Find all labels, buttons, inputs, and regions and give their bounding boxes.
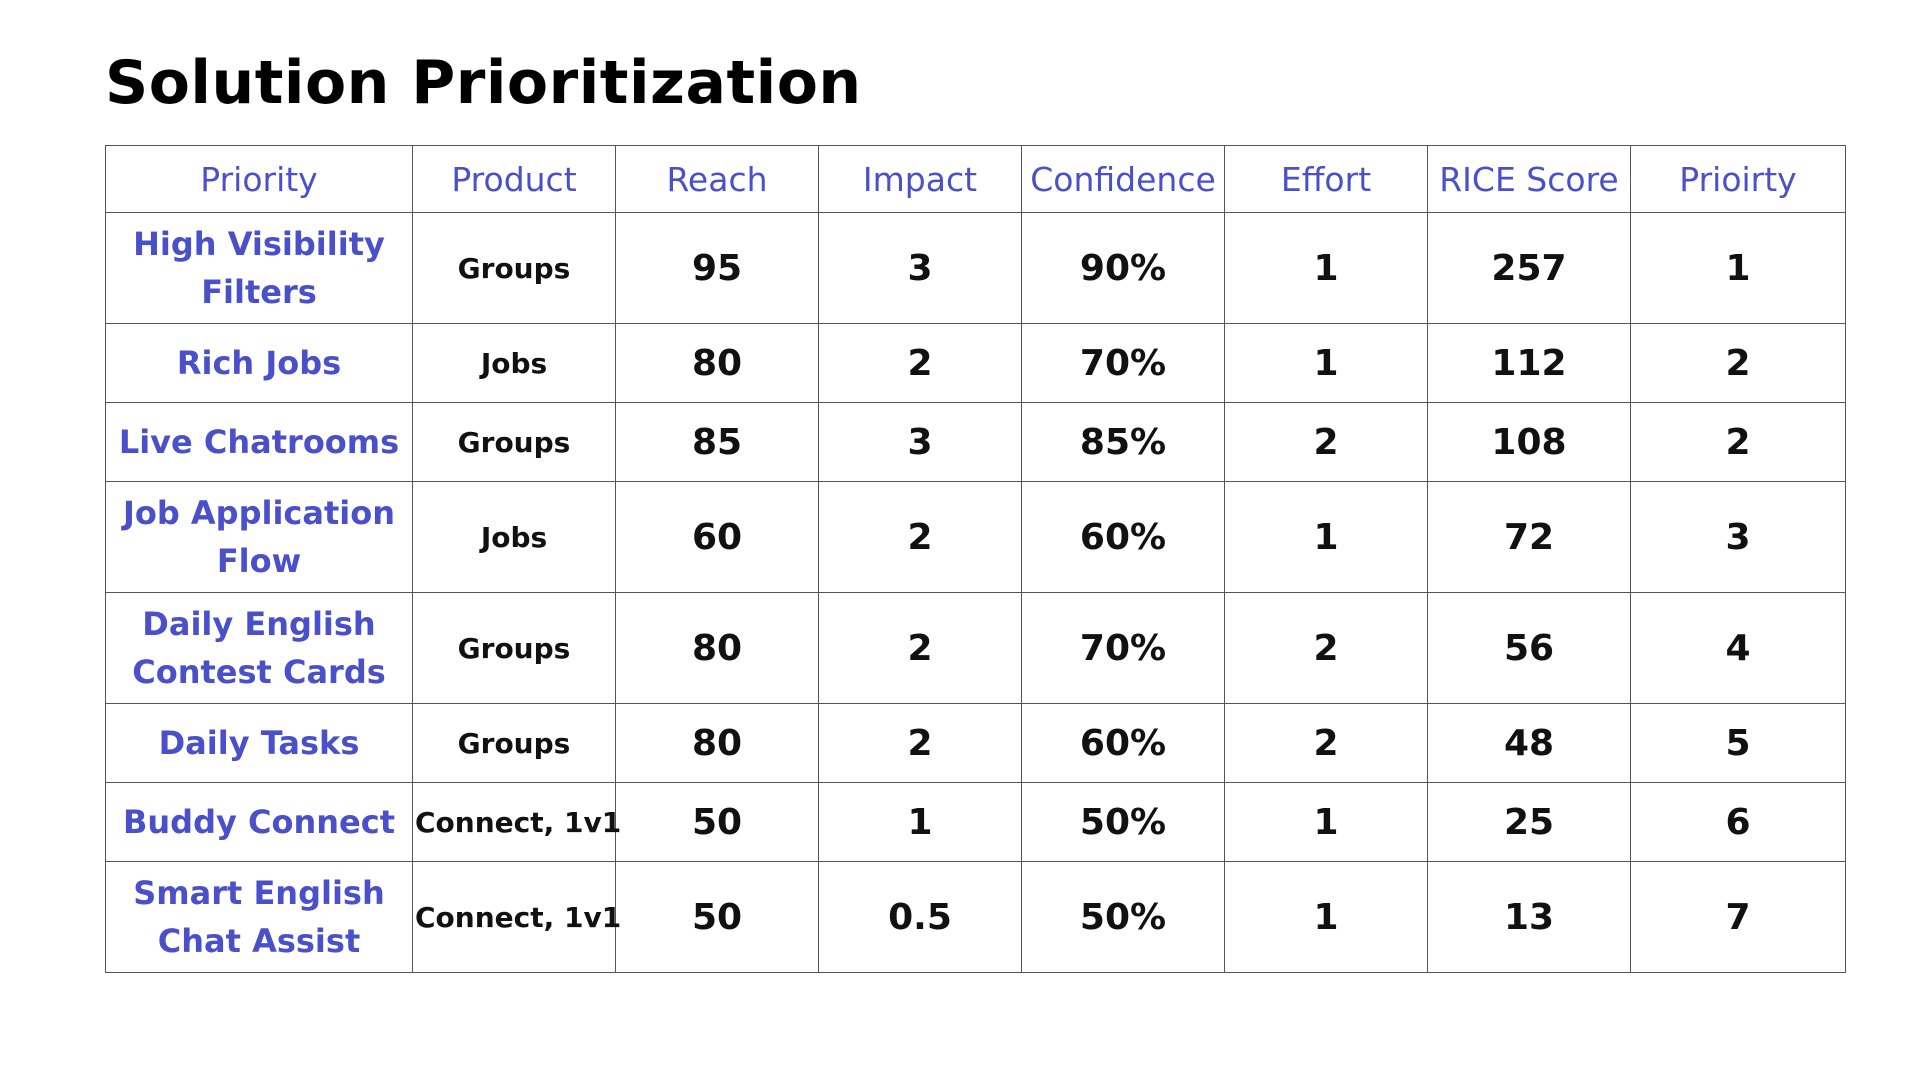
- rice-score-cell: 112: [1427, 323, 1631, 403]
- reach-cell: 80: [615, 323, 819, 403]
- priority-rank-cell: 6: [1630, 782, 1846, 862]
- column-header-reach: Reach: [615, 145, 819, 213]
- rice-score-cell: 257: [1427, 212, 1631, 324]
- effort-cell: 2: [1224, 592, 1428, 704]
- column-header-prioirty: Prioirty: [1630, 145, 1846, 213]
- page-title: Solution Prioritization: [105, 48, 862, 118]
- product-cell: Groups: [412, 402, 616, 482]
- effort-cell: 1: [1224, 481, 1428, 593]
- rice-score-cell: 72: [1427, 481, 1631, 593]
- effort-cell: 1: [1224, 861, 1428, 973]
- impact-cell: 2: [818, 323, 1022, 403]
- priority-rank-cell: 5: [1630, 703, 1846, 783]
- solution-name-cell: High Visibility Filters: [105, 212, 413, 324]
- reach-cell: 80: [615, 703, 819, 783]
- rice-score-cell: 48: [1427, 703, 1631, 783]
- impact-cell: 2: [818, 481, 1022, 593]
- effort-cell: 2: [1224, 402, 1428, 482]
- product-cell: Groups: [412, 212, 616, 324]
- effort-cell: 1: [1224, 782, 1428, 862]
- solution-name-cell: Job Application Flow: [105, 481, 413, 593]
- priority-rank-cell: 4: [1630, 592, 1846, 704]
- rice-score-cell: 13: [1427, 861, 1631, 973]
- solution-name-cell: Smart English Chat Assist: [105, 861, 413, 973]
- priority-rank-cell: 1: [1630, 212, 1846, 324]
- solution-name-cell: Rich Jobs: [105, 323, 413, 403]
- product-cell: Jobs: [412, 481, 616, 593]
- impact-cell: 2: [818, 592, 1022, 704]
- table-header-row: Priority Product Reach Impact Confidence…: [105, 145, 1846, 213]
- effort-cell: 2: [1224, 703, 1428, 783]
- table-row: Rich Jobs Jobs 80 2 70% 1 112 2: [105, 323, 1846, 403]
- table-row: Daily English Contest Cards Groups 80 2 …: [105, 592, 1846, 704]
- table-row: High Visibility Filters Groups 95 3 90% …: [105, 212, 1846, 324]
- confidence-cell: 70%: [1021, 592, 1225, 704]
- reach-cell: 85: [615, 402, 819, 482]
- table-row: Job Application Flow Jobs 60 2 60% 1 72 …: [105, 481, 1846, 593]
- table-row: Buddy Connect Connect, 1v1 50 1 50% 1 25…: [105, 782, 1846, 862]
- impact-cell: 3: [818, 212, 1022, 324]
- prioritization-table: Priority Product Reach Impact Confidence…: [105, 145, 1846, 973]
- table-row: Daily Tasks Groups 80 2 60% 2 48 5: [105, 703, 1846, 783]
- priority-rank-cell: 7: [1630, 861, 1846, 973]
- column-header-product: Product: [412, 145, 616, 213]
- rice-score-cell: 108: [1427, 402, 1631, 482]
- reach-cell: 50: [615, 861, 819, 973]
- solution-name-cell: Live Chatrooms: [105, 402, 413, 482]
- confidence-cell: 50%: [1021, 782, 1225, 862]
- priority-rank-cell: 3: [1630, 481, 1846, 593]
- solution-name-cell: Daily English Contest Cards: [105, 592, 413, 704]
- reach-cell: 50: [615, 782, 819, 862]
- table-row: Live Chatrooms Groups 85 3 85% 2 108 2: [105, 402, 1846, 482]
- impact-cell: 1: [818, 782, 1022, 862]
- column-header-impact: Impact: [818, 145, 1022, 213]
- table-row: Smart English Chat Assist Connect, 1v1 5…: [105, 861, 1846, 973]
- confidence-cell: 70%: [1021, 323, 1225, 403]
- confidence-cell: 60%: [1021, 703, 1225, 783]
- product-cell: Groups: [412, 703, 616, 783]
- product-cell: Jobs: [412, 323, 616, 403]
- effort-cell: 1: [1224, 212, 1428, 324]
- product-cell: Connect, 1v1: [412, 861, 621, 973]
- reach-cell: 80: [615, 592, 819, 704]
- confidence-cell: 50%: [1021, 861, 1225, 973]
- priority-rank-cell: 2: [1630, 323, 1846, 403]
- reach-cell: 60: [615, 481, 819, 593]
- product-cell: Groups: [412, 592, 616, 704]
- confidence-cell: 60%: [1021, 481, 1225, 593]
- column-header-confidence: Confidence: [1021, 145, 1225, 213]
- effort-cell: 1: [1224, 323, 1428, 403]
- impact-cell: 3: [818, 402, 1022, 482]
- column-header-rice-score: RICE Score: [1427, 145, 1631, 213]
- confidence-cell: 85%: [1021, 402, 1225, 482]
- rice-score-cell: 56: [1427, 592, 1631, 704]
- product-cell: Connect, 1v1: [412, 782, 621, 862]
- solution-name-cell: Buddy Connect: [105, 782, 413, 862]
- reach-cell: 95: [615, 212, 819, 324]
- rice-score-cell: 25: [1427, 782, 1631, 862]
- column-header-effort: Effort: [1224, 145, 1428, 213]
- solution-name-cell: Daily Tasks: [105, 703, 413, 783]
- confidence-cell: 90%: [1021, 212, 1225, 324]
- impact-cell: 0.5: [818, 861, 1022, 973]
- impact-cell: 2: [818, 703, 1022, 783]
- column-header-priority: Priority: [105, 145, 413, 213]
- priority-rank-cell: 2: [1630, 402, 1846, 482]
